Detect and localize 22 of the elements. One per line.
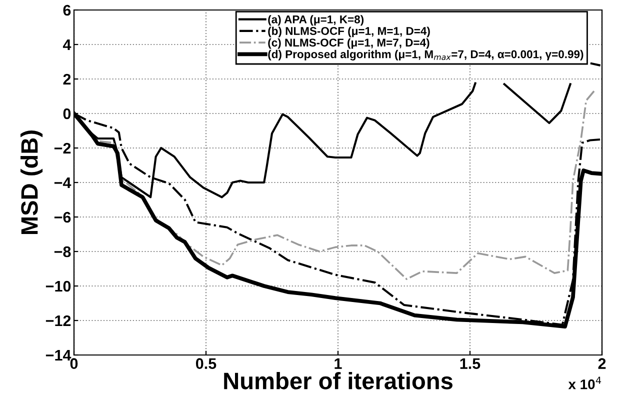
y-tick-label: −10 <box>46 280 71 292</box>
x-tick-label: 0.5 <box>196 358 216 369</box>
x-tick-label: 1 <box>334 358 342 369</box>
y-tick-label: 2 <box>63 74 71 85</box>
y-tick-label: 6 <box>63 4 71 16</box>
legend-label: (c) NLMS-OCF (μ=1, M=7, D=4) <box>268 38 430 49</box>
y-tick-label: 0 <box>63 108 71 120</box>
x-tick-label: 2 <box>598 358 606 369</box>
y-tick-label: 4 <box>62 40 72 50</box>
x-tick-label: 1.5 <box>460 358 480 369</box>
y-axis-title: MSD (dB) <box>20 130 43 234</box>
y-tick-label: −2 <box>54 142 71 154</box>
y-tick-label: −6 <box>54 212 71 223</box>
x-axis-title: Number of iterations <box>224 372 452 390</box>
y-tick-label: −12 <box>46 315 71 326</box>
text: x 10$^{4}$ <box>568 376 602 390</box>
y-tick-label: −4 <box>54 178 72 188</box>
legend-label: (d) Proposed algorithm (μ=1, M$_{max}$=7, D=4, α=0.001, γ=0.99) <box>268 50 584 60</box>
y-tick-label: −8 <box>54 246 71 258</box>
legend-label: (b) NLMS-OCF (μ=1, M=1, D=4) <box>268 26 430 38</box>
legend-label: (a) APA (μ=1, K=8) <box>268 15 364 26</box>
y-tick-label: −14 <box>46 350 72 361</box>
